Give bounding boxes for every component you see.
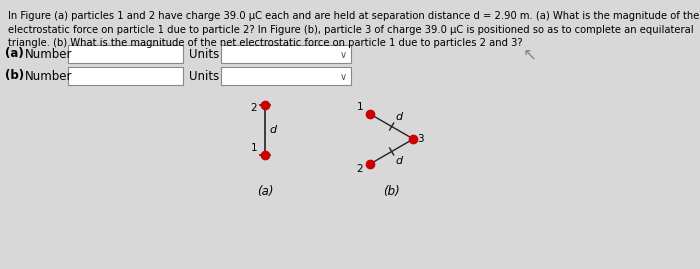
Text: 3: 3	[417, 134, 424, 144]
FancyBboxPatch shape	[68, 67, 183, 85]
Text: Units: Units	[189, 48, 219, 61]
Text: d: d	[395, 112, 402, 122]
Text: (a): (a)	[5, 48, 24, 61]
Text: 1: 1	[251, 143, 257, 153]
Text: ↖: ↖	[523, 45, 537, 63]
Text: In Figure (a) particles 1 and 2 have charge 39.0 μC each and are held at separat: In Figure (a) particles 1 and 2 have cha…	[8, 11, 699, 48]
Text: d: d	[395, 155, 402, 165]
Text: (b): (b)	[5, 69, 24, 83]
Text: Number: Number	[25, 69, 73, 83]
FancyBboxPatch shape	[221, 45, 351, 63]
Text: Number: Number	[25, 48, 73, 61]
FancyBboxPatch shape	[68, 45, 183, 63]
Text: d: d	[269, 125, 276, 135]
Text: 1: 1	[356, 102, 363, 112]
Text: 2: 2	[251, 103, 257, 113]
Text: (b): (b)	[384, 185, 400, 198]
Text: ∨: ∨	[340, 50, 346, 60]
FancyBboxPatch shape	[221, 67, 351, 85]
Text: (a): (a)	[257, 185, 273, 198]
Text: Units: Units	[189, 69, 219, 83]
Text: 2: 2	[356, 164, 363, 174]
Text: ∨: ∨	[340, 72, 346, 82]
